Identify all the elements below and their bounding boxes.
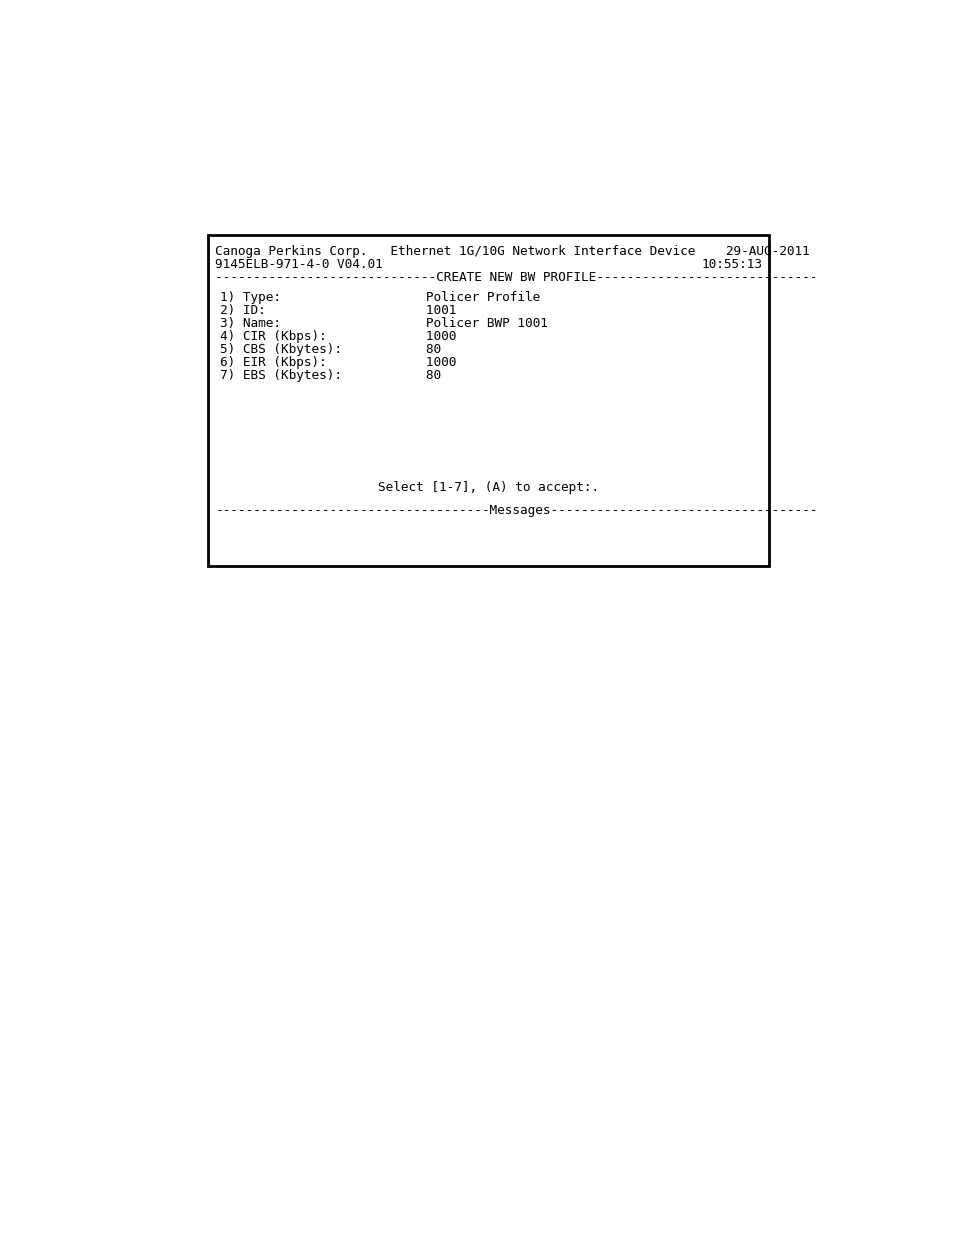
Text: 9145ELB-971-4-0 V04.01: 9145ELB-971-4-0 V04.01 — [215, 258, 383, 272]
Text: ------------------------------------Messages-----------------------------------: ------------------------------------Mess… — [215, 504, 817, 517]
Text: 10:55:13: 10:55:13 — [700, 258, 761, 272]
Text: 5) CBS (Kbytes):           80: 5) CBS (Kbytes): 80 — [220, 343, 440, 356]
Text: 3) Name:                   Policer BWP 1001: 3) Name: Policer BWP 1001 — [220, 317, 547, 330]
Text: 2) ID:                     1001: 2) ID: 1001 — [220, 304, 456, 316]
Text: Canoga Perkins Corp.   Ethernet 1G/10G Network Interface Device    29-AUG-2011: Canoga Perkins Corp. Ethernet 1G/10G Net… — [215, 246, 809, 258]
Text: 1) Type:                   Policer Profile: 1) Type: Policer Profile — [220, 290, 539, 304]
Text: 7) EBS (Kbytes):           80: 7) EBS (Kbytes): 80 — [220, 369, 440, 382]
Text: -----------------------------CREATE NEW BW PROFILE-----------------------------: -----------------------------CREATE NEW … — [215, 272, 817, 284]
FancyBboxPatch shape — [208, 235, 768, 567]
Text: 4) CIR (Kbps):             1000: 4) CIR (Kbps): 1000 — [220, 330, 456, 343]
Text: 6) EIR (Kbps):             1000: 6) EIR (Kbps): 1000 — [220, 356, 456, 369]
Text: Select [1-7], (A) to accept:.: Select [1-7], (A) to accept:. — [378, 480, 598, 494]
